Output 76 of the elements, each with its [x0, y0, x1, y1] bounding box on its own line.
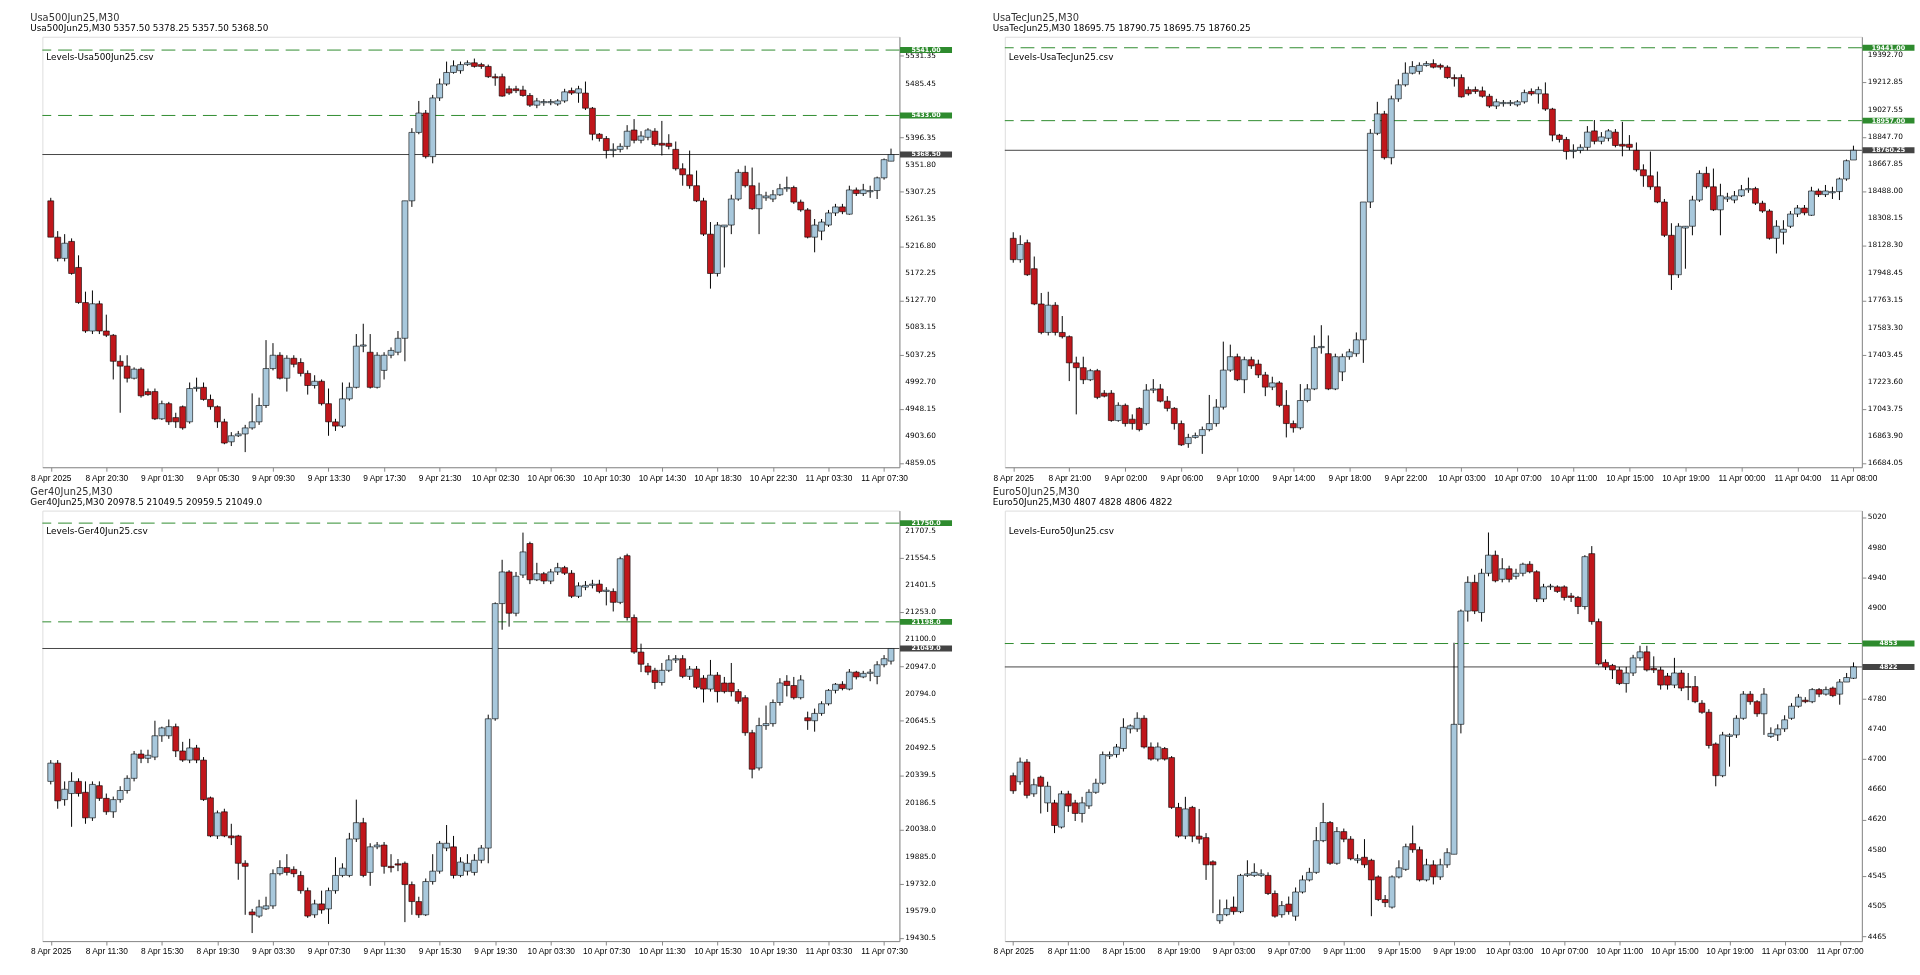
x-tick-label: 11 Apr 07:30 — [861, 472, 909, 483]
x-tick-label: 11 Apr 08:00 — [1830, 472, 1878, 483]
chart-title: Ger40Jun25,M30 — [30, 485, 113, 497]
annotation: Levels-Ger40Jun25.csv — [46, 526, 148, 537]
x-tick-label: 10 Apr 19:00 — [1662, 472, 1710, 483]
x-tick-label: 11 Apr 03:00 — [1761, 946, 1809, 957]
x-tick-label: 11 Apr 03:30 — [805, 472, 853, 483]
x-tick-label: 10 Apr 07:00 — [1494, 472, 1542, 483]
x-tick-label: 9 Apr 06:00 — [1160, 472, 1204, 483]
x-tick-label: 10 Apr 15:00 — [1651, 946, 1699, 957]
x-tick-label: 9 Apr 10:00 — [1216, 472, 1260, 483]
x-tick-label: 8 Apr 21:00 — [1048, 472, 1092, 483]
x-tick-label: 10 Apr 15:30 — [694, 946, 742, 957]
x-tick-label: 8 Apr 15:00 — [1102, 946, 1146, 957]
x-tick-label: 11 Apr 00:00 — [1718, 472, 1766, 483]
x-tick-label: 8 Apr 2025 — [993, 472, 1035, 483]
x-tick-label: 9 Apr 02:00 — [1104, 472, 1148, 483]
x-tick-label: 9 Apr 09:30 — [252, 472, 296, 483]
chart-title: Usa500Jun25,M30 — [30, 11, 120, 23]
x-tick-label: 8 Apr 19:00 — [1157, 946, 1201, 957]
x-tick-label: 8 Apr 2025 — [31, 946, 72, 957]
chart-subtitle: Euro50Jun25,M30 4807 4828 4806 4822 — [992, 496, 1173, 507]
x-tick-label: 9 Apr 11:00 — [1323, 946, 1366, 957]
x-tick-label: 8 Apr 19:30 — [196, 946, 240, 957]
annotation: Levels-Usa500Jun25.csv — [46, 52, 154, 63]
x-tick-label: 10 Apr 06:30 — [527, 472, 576, 483]
x-tick-label: 9 Apr 18:00 — [1328, 472, 1372, 483]
x-tick-label: 10 Apr 11:00 — [1596, 946, 1644, 957]
x-tick-label: 8 Apr 15:30 — [140, 946, 185, 957]
x-tick-label: 9 Apr 21:30 — [418, 472, 462, 483]
x-tick-label: 8 Apr 11:30 — [85, 946, 129, 957]
x-tick-label: 11 Apr 07:00 — [1816, 946, 1864, 957]
chart-subtitle: UsaTecJun25,M30 18695.75 18790.75 18695.75 18760.25 — [992, 22, 1251, 33]
x-tick-label: 8 Apr 2025 — [31, 472, 72, 483]
x-tick-label: 10 Apr 03:30 — [527, 946, 576, 957]
x-tick-label: 10 Apr 07:00 — [1541, 946, 1589, 957]
x-tick-label: 10 Apr 02:30 — [471, 472, 520, 483]
x-tick-label: 10 Apr 10:30 — [583, 472, 631, 483]
annotation: Levels-UsaTecJun25.csv — [1008, 52, 1114, 63]
x-tick-label: 9 Apr 03:30 — [252, 946, 296, 957]
x-tick-label: 9 Apr 15:00 — [1378, 946, 1422, 957]
x-tick-label: 10 Apr 19:30 — [749, 946, 798, 957]
x-tick-label: 8 Apr 2025 — [993, 946, 1035, 957]
annotation: Levels-Euro50Jun25.csv — [1008, 526, 1114, 537]
x-tick-label: 9 Apr 13:30 — [307, 472, 351, 483]
x-tick-label: 9 Apr 15:30 — [418, 946, 462, 957]
x-tick-label: 9 Apr 19:00 — [1433, 946, 1477, 957]
x-tick-label: 9 Apr 05:30 — [196, 472, 240, 483]
x-tick-label: 9 Apr 07:30 — [307, 946, 351, 957]
x-tick-label: 10 Apr 22:30 — [749, 472, 798, 483]
chart-subtitle: Ger40Jun25,M30 20978.5 21049.5 20959.5 21049.0 — [30, 496, 263, 507]
x-tick-label: 9 Apr 01:30 — [140, 472, 185, 483]
x-tick-label: 10 Apr 03:00 — [1485, 946, 1534, 957]
x-tick-label: 10 Apr 07:30 — [583, 946, 631, 957]
chart-subtitle: Usa500Jun25,M30 5357.50 5378.25 5357.50 5368.50 — [30, 22, 269, 33]
x-tick-label: 10 Apr 15:00 — [1606, 472, 1654, 483]
chart-title: Euro50Jun25,M30 — [992, 485, 1080, 497]
x-tick-label: 8 Apr 20:30 — [85, 472, 129, 483]
x-tick-label: 10 Apr 11:00 — [1550, 472, 1598, 483]
x-tick-label: 11 Apr 04:00 — [1774, 472, 1822, 483]
x-tick-label: 10 Apr 14:30 — [638, 472, 687, 483]
x-tick-label: 10 Apr 03:00 — [1438, 472, 1486, 483]
x-tick-label: 9 Apr 17:30 — [363, 472, 407, 483]
x-tick-label: 9 Apr 22:00 — [1384, 472, 1428, 483]
x-tick-label: 9 Apr 14:00 — [1272, 472, 1316, 483]
x-tick-label: 10 Apr 19:00 — [1706, 946, 1755, 957]
x-tick-label: 9 Apr 19:30 — [474, 946, 518, 957]
chart-title: UsaTecJun25,M30 — [992, 11, 1079, 23]
x-tick-label: 9 Apr 11:30 — [363, 946, 406, 957]
x-tick-label: 10 Apr 18:30 — [694, 472, 742, 483]
x-tick-label: 8 Apr 11:00 — [1047, 946, 1091, 957]
x-tick-label: 10 Apr 11:30 — [638, 946, 687, 957]
x-tick-label: 11 Apr 07:30 — [861, 946, 909, 957]
x-tick-label: 9 Apr 07:00 — [1267, 946, 1311, 957]
x-tick-label: 9 Apr 03:00 — [1212, 946, 1256, 957]
x-tick-label: 11 Apr 03:30 — [805, 946, 853, 957]
